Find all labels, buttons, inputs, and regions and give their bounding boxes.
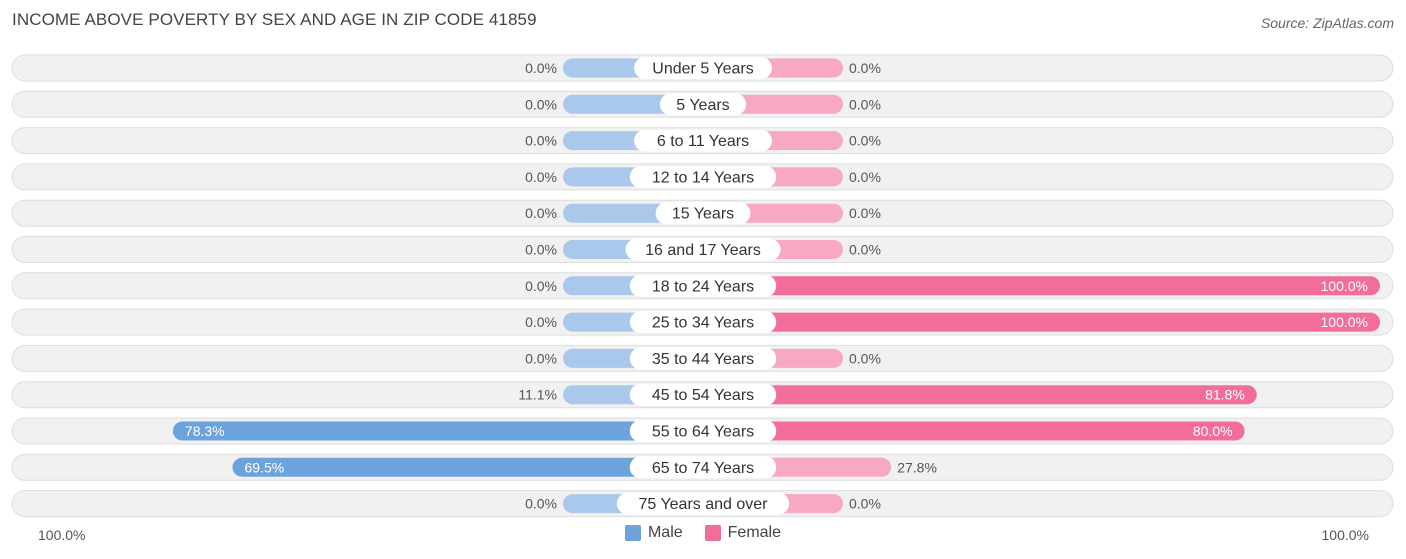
chart-svg: 0.0% 0.0% Under 5 Years 0.0% 0.0% 5 Years 0.0%… bbox=[11, 54, 1394, 518]
category-label-pill bbox=[634, 57, 772, 79]
axis-left-label: 100.0% bbox=[38, 527, 86, 543]
female-value-label: 0.0% bbox=[849, 133, 881, 149]
category-label: 75 Years and over bbox=[639, 496, 769, 513]
legend-item-male[interactable]: Male bbox=[624, 524, 683, 542]
male-value-label: 0.0% bbox=[525, 314, 557, 330]
category-label-pill bbox=[629, 165, 777, 188]
male-value-label: 0.0% bbox=[525, 205, 557, 221]
female-value-label: 0.0% bbox=[849, 205, 881, 221]
female-value-label: 80.0% bbox=[1193, 423, 1233, 439]
male-value-label: 0.0% bbox=[525, 278, 557, 294]
category-label-pill bbox=[659, 93, 747, 116]
category-label-pill bbox=[629, 383, 777, 406]
legend-label-male: Male bbox=[647, 524, 683, 541]
male-value-label: 0.0% bbox=[525, 496, 557, 512]
category-label-pill bbox=[629, 420, 777, 442]
male-value-label: 0.0% bbox=[525, 96, 557, 112]
legend-item-female[interactable]: Female bbox=[704, 524, 782, 542]
legend-swatch-male bbox=[624, 525, 641, 541]
male-value-label: 0.0% bbox=[525, 242, 557, 258]
female-value-label: 0.0% bbox=[849, 96, 881, 112]
female-value-label: 0.0% bbox=[849, 496, 881, 512]
female-value-label: 81.8% bbox=[1205, 387, 1245, 403]
female-bar bbox=[703, 312, 1380, 332]
legend-swatch-female bbox=[704, 525, 721, 541]
female-bar bbox=[703, 421, 1245, 441]
category-label: 18 to 24 Years bbox=[652, 278, 754, 295]
category-label: 35 to 44 Years bbox=[652, 351, 754, 368]
axis-right-label: 100.0% bbox=[1321, 527, 1369, 543]
male-bar bbox=[172, 421, 703, 441]
male-value-label: 78.3% bbox=[185, 423, 225, 439]
male-value-label: 0.0% bbox=[525, 60, 557, 76]
female-value-label: 0.0% bbox=[849, 169, 881, 185]
female-value-label: 0.0% bbox=[849, 350, 881, 366]
chart-title: INCOME ABOVE POVERTY BY SEX AND AGE IN Z… bbox=[12, 10, 537, 29]
category-label-pill bbox=[629, 456, 777, 479]
legend-label-female: Female bbox=[727, 524, 782, 541]
category-label: 65 to 74 Years bbox=[652, 460, 754, 477]
category-label: 15 Years bbox=[672, 206, 734, 223]
category-label: 12 to 14 Years bbox=[652, 169, 754, 186]
category-label: 5 Years bbox=[676, 97, 729, 114]
category-label-pill bbox=[629, 311, 777, 334]
category-label-pill bbox=[625, 238, 781, 261]
category-label-pill bbox=[616, 492, 790, 515]
category-label: 45 to 54 Years bbox=[652, 387, 754, 404]
category-label-pill bbox=[634, 129, 772, 152]
category-label-pill bbox=[629, 347, 777, 370]
source-label: Source: ZipAtlas.com bbox=[1260, 15, 1394, 31]
female-bar bbox=[703, 385, 1257, 405]
category-label-pill bbox=[629, 274, 777, 297]
male-value-label: 11.1% bbox=[518, 387, 557, 403]
category-label-pill bbox=[655, 202, 751, 225]
female-value-label: 0.0% bbox=[849, 242, 881, 258]
category-label: Under 5 Years bbox=[652, 61, 753, 78]
category-label: 55 to 64 Years bbox=[652, 424, 754, 441]
female-value-label: 27.8% bbox=[897, 459, 937, 475]
female-bar bbox=[703, 276, 1380, 296]
male-value-label: 0.0% bbox=[525, 169, 557, 185]
category-label: 25 to 34 Years bbox=[652, 315, 754, 332]
category-label: 16 and 17 Years bbox=[645, 242, 761, 259]
category-label: 6 to 11 Years bbox=[657, 133, 749, 150]
male-value-label: 0.0% bbox=[525, 133, 557, 149]
female-value-label: 0.0% bbox=[849, 60, 881, 76]
legend: Male Female bbox=[0, 524, 1406, 542]
female-value-label: 100.0% bbox=[1321, 278, 1368, 294]
male-value-label: 0.0% bbox=[525, 350, 557, 366]
female-value-label: 100.0% bbox=[1321, 314, 1368, 330]
male-bar bbox=[232, 457, 704, 477]
male-value-label: 69.5% bbox=[244, 459, 284, 475]
